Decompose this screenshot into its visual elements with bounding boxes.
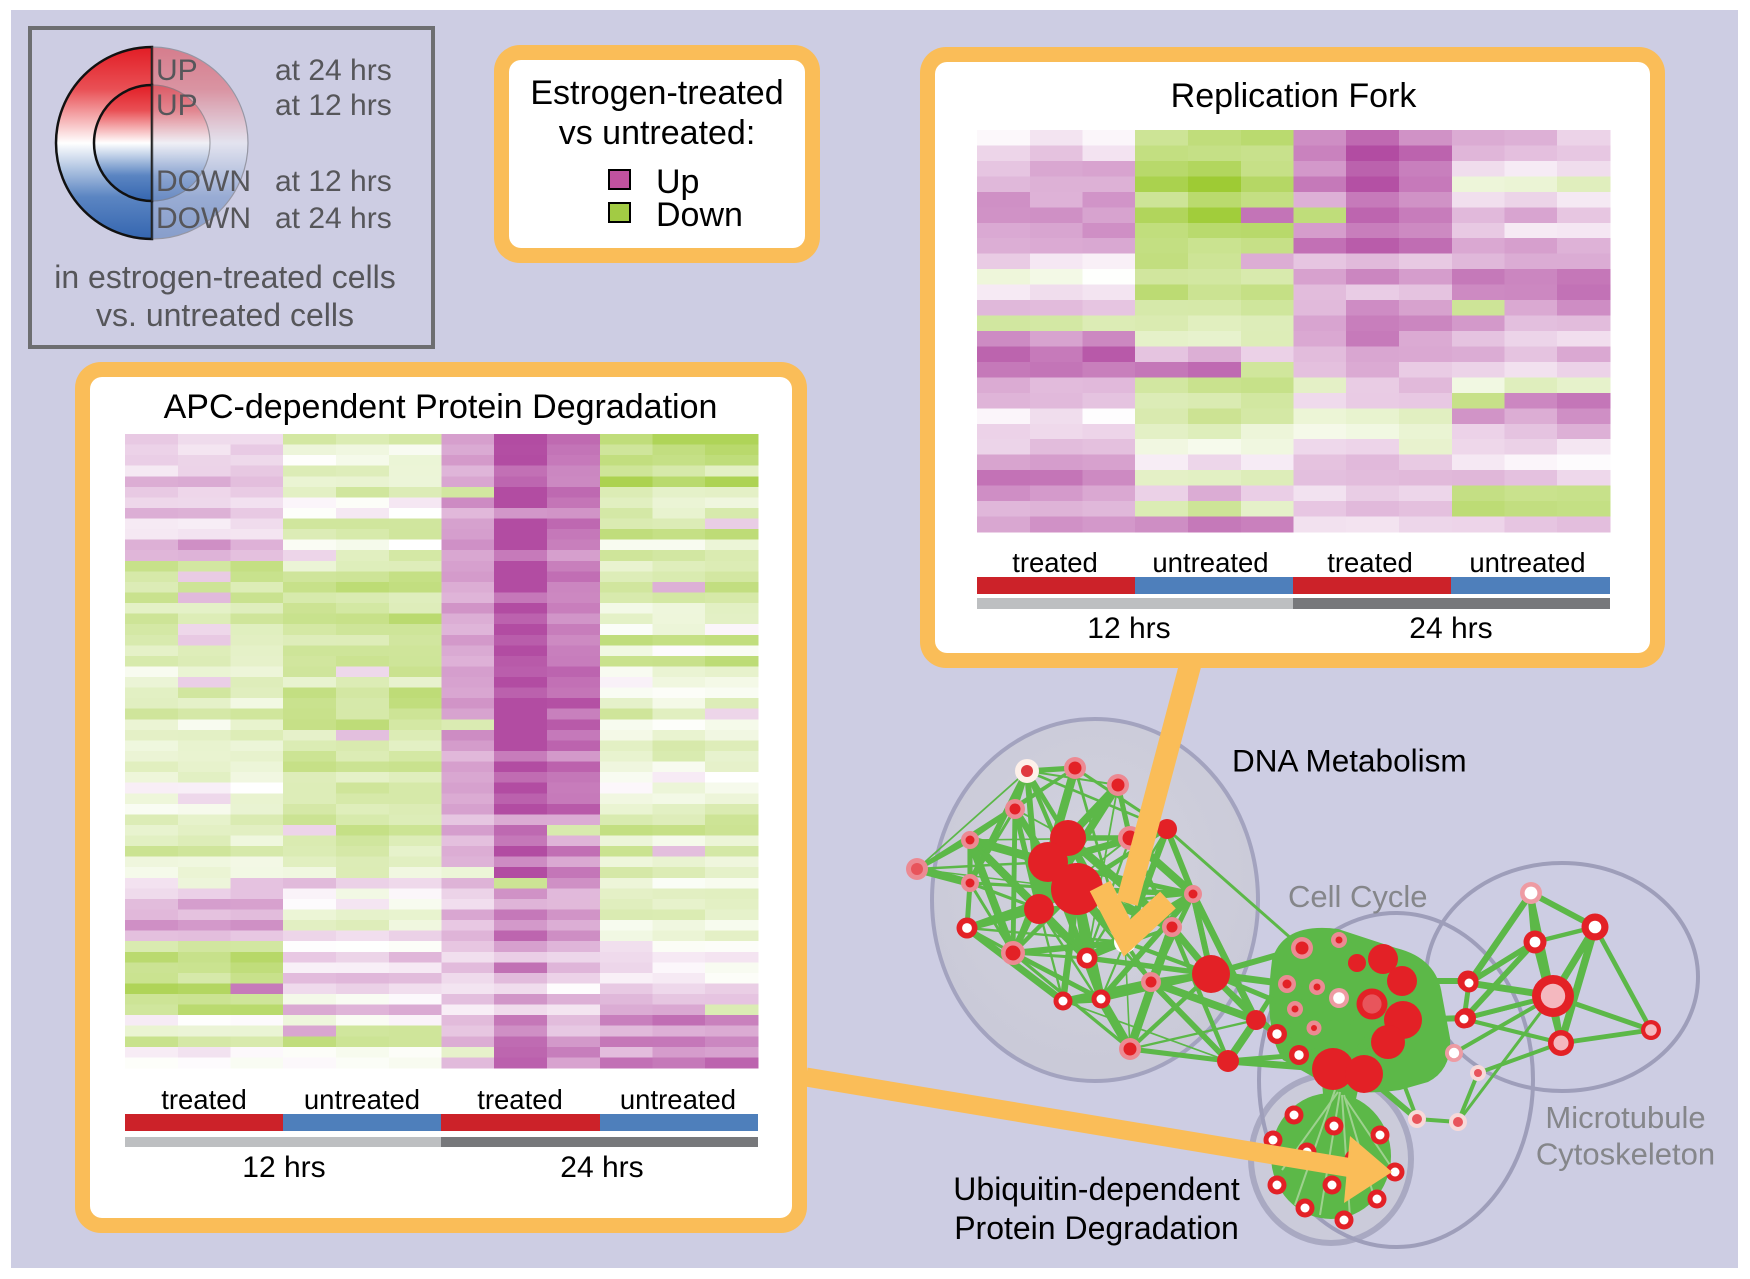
svg-text:DOWN: DOWN: [156, 165, 251, 198]
svg-text:DOWN: DOWN: [156, 202, 251, 235]
svg-text:Replication Fork: Replication Fork: [1171, 77, 1418, 115]
svg-text:Cell Cycle: Cell Cycle: [1288, 879, 1428, 914]
svg-text:vs. untreated cells: vs. untreated cells: [96, 297, 354, 333]
svg-text:Microtubule: Microtubule: [1545, 1100, 1705, 1135]
svg-text:12 hrs: 12 hrs: [1087, 612, 1170, 645]
svg-text:APC-dependent Protein Degradat: APC-dependent Protein Degradation: [164, 388, 718, 426]
svg-text:Ubiquitin-dependent: Ubiquitin-dependent: [953, 1171, 1240, 1207]
svg-text:24 hrs: 24 hrs: [1409, 612, 1492, 645]
svg-text:Protein Degradation: Protein Degradation: [954, 1210, 1239, 1246]
svg-text:24 hrs: 24 hrs: [560, 1151, 643, 1184]
svg-text:at 24 hrs: at 24 hrs: [275, 202, 392, 235]
svg-text:DNA Metabolism: DNA Metabolism: [1232, 743, 1467, 779]
svg-text:in estrogen-treated cells: in estrogen-treated cells: [54, 259, 396, 295]
svg-text:Cytoskeleton: Cytoskeleton: [1536, 1137, 1715, 1172]
svg-text:at 12 hrs: at 12 hrs: [275, 89, 392, 122]
svg-text:untreated: untreated: [1152, 547, 1268, 578]
svg-text:untreated: untreated: [620, 1084, 736, 1115]
svg-text:at 24 hrs: at 24 hrs: [275, 54, 392, 87]
svg-text:UP: UP: [156, 54, 198, 87]
svg-text:treated: treated: [1327, 547, 1413, 578]
svg-text:UP: UP: [156, 89, 198, 122]
svg-text:treated: treated: [161, 1084, 247, 1115]
svg-text:12 hrs: 12 hrs: [242, 1151, 325, 1184]
svg-text:at 12 hrs: at 12 hrs: [275, 165, 392, 198]
svg-text:treated: treated: [477, 1084, 563, 1115]
svg-text:treated: treated: [1012, 547, 1098, 578]
svg-text:untreated: untreated: [304, 1084, 420, 1115]
svg-text:untreated: untreated: [1469, 547, 1585, 578]
